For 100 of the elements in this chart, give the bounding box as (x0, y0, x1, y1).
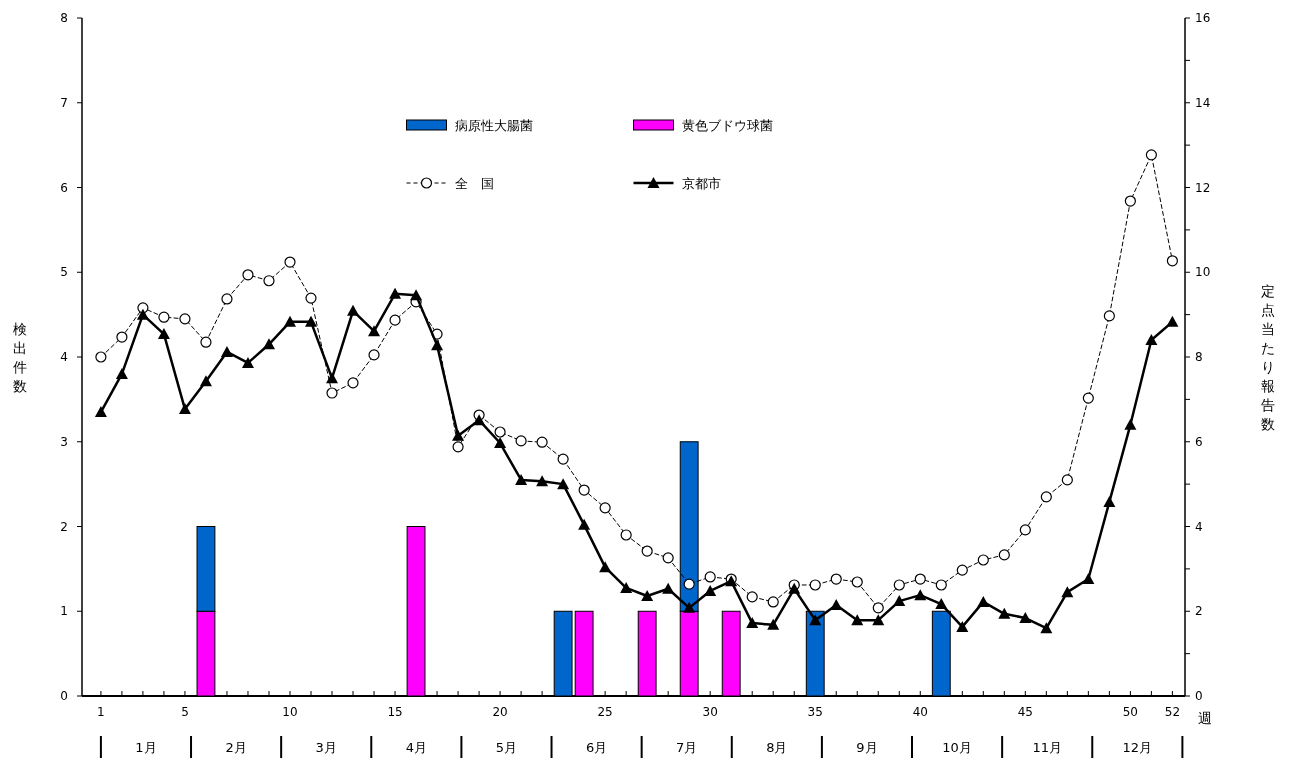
point (515, 473, 528, 485)
point (221, 293, 233, 305)
x-tick-label: 30 (702, 705, 718, 719)
point (199, 375, 212, 387)
point (494, 437, 507, 449)
point (1124, 195, 1136, 207)
point (283, 315, 296, 327)
y-tick-label: 1 (60, 604, 68, 619)
point (683, 601, 696, 613)
point (536, 436, 548, 448)
point (200, 336, 212, 348)
point (578, 484, 590, 496)
point (368, 349, 380, 361)
y-tick-label: 5 (60, 265, 68, 280)
point (1082, 392, 1094, 404)
text: 11月 (1032, 740, 1062, 755)
point (557, 478, 570, 490)
x-tick-label: 45 (1017, 705, 1033, 719)
point (767, 596, 779, 608)
point (389, 287, 402, 299)
y2-axis-title: 定点当たり報告数 (1261, 282, 1275, 432)
y-tick-label: 6 (60, 180, 68, 195)
point (178, 403, 191, 415)
text: 2月 (225, 740, 247, 755)
point (179, 313, 191, 325)
point (389, 314, 401, 326)
point (515, 435, 527, 447)
x-tick-label: 20 (492, 705, 508, 719)
point (578, 518, 591, 530)
text: 6月 (585, 740, 608, 755)
point (410, 289, 423, 301)
point (431, 339, 444, 351)
point (347, 377, 359, 389)
point (1082, 573, 1095, 585)
point (704, 584, 717, 596)
point (116, 331, 128, 343)
point (347, 304, 360, 316)
point (956, 620, 969, 632)
x-tick-label: 35 (807, 705, 823, 719)
point (1019, 524, 1031, 536)
point (1145, 149, 1157, 161)
y2-tick-label: 12 (1195, 180, 1211, 195)
x-tick-label: 40 (912, 705, 928, 719)
x-tick-label: 50 (1122, 705, 1139, 719)
point (956, 564, 968, 576)
point (998, 607, 1011, 619)
point (893, 579, 905, 591)
point (158, 311, 170, 323)
point (494, 426, 506, 438)
point (1166, 315, 1179, 327)
point (136, 308, 149, 320)
point (94, 406, 107, 418)
point (557, 453, 569, 465)
y2-tick-label: 2 (1195, 604, 1203, 619)
point (746, 617, 759, 629)
point (1145, 334, 1158, 346)
point (263, 275, 275, 287)
point (620, 581, 633, 593)
point (914, 589, 927, 601)
point (326, 372, 339, 384)
text: 10月 (942, 740, 972, 755)
y2-tick-label: 0 (1195, 689, 1203, 703)
point (1040, 622, 1053, 634)
point (1061, 586, 1074, 598)
point (262, 338, 275, 350)
x-tick-label: 52 (1164, 705, 1181, 719)
point (95, 351, 107, 363)
y-tick-label: 7 (60, 95, 68, 110)
text: 7月 (676, 740, 698, 755)
x-axis-title: 週 (1198, 710, 1212, 726)
point (1061, 474, 1073, 486)
point (220, 345, 233, 357)
y2-tick-label: 6 (1195, 434, 1203, 449)
text: 12月 (1122, 740, 1153, 755)
point (1124, 418, 1137, 430)
point (452, 429, 465, 441)
text: 8月 (766, 740, 788, 755)
point (893, 595, 906, 607)
point (935, 579, 947, 591)
point (242, 269, 254, 281)
x-tick-label: 1 (97, 705, 105, 719)
point (935, 598, 948, 610)
point (115, 367, 128, 379)
point (851, 576, 863, 588)
point (809, 614, 822, 626)
point (1019, 612, 1032, 624)
point (473, 414, 486, 426)
legend-label: 病原性大腸菌 (454, 118, 533, 133)
y-tick-label: 0 (60, 689, 68, 703)
point (599, 502, 611, 514)
point (1040, 491, 1052, 503)
y2-tick-label: 16 (1195, 11, 1211, 25)
point (704, 571, 716, 583)
x-tick-label: 10 (282, 705, 298, 719)
text: 5月 (495, 740, 518, 755)
text: 1月 (135, 740, 157, 755)
point (914, 573, 926, 585)
point (998, 549, 1010, 561)
point (1166, 255, 1178, 267)
point (620, 529, 632, 541)
